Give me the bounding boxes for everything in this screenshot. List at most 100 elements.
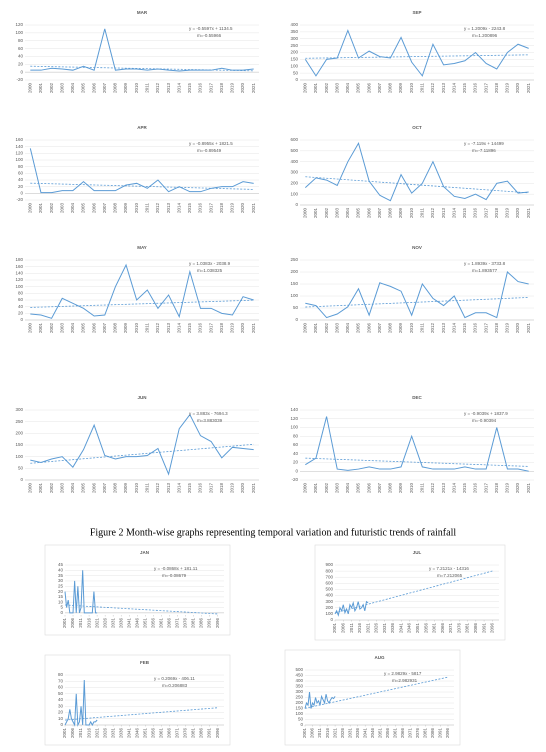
x-tick-label: 2056 bbox=[423, 623, 428, 634]
y-tick-label: 140 bbox=[15, 144, 23, 149]
trend-line bbox=[304, 676, 449, 709]
x-tick-label: 2013 bbox=[441, 208, 446, 219]
x-tick-label: 2007 bbox=[377, 208, 382, 219]
chart-title: AUG bbox=[375, 655, 385, 660]
y-tick-label: 300 bbox=[295, 689, 303, 694]
x-tick-label: 2010 bbox=[409, 323, 414, 334]
y-tick-label: 450 bbox=[295, 673, 303, 678]
trend-slope: m=-0.89549 bbox=[197, 148, 222, 153]
y-tick-label: 40 bbox=[293, 451, 299, 456]
x-tick-label: 2019 bbox=[505, 208, 510, 219]
y-tick-label: 0 bbox=[295, 77, 298, 82]
trend-equation: y = 1.8939x - 3733.8 bbox=[464, 261, 506, 266]
trend-equation: y = 3.883x - 7694.3 bbox=[189, 411, 228, 416]
y-tick-label: -20 bbox=[16, 197, 23, 202]
x-tick-label: 2001 bbox=[313, 83, 318, 94]
x-tick-label: 2008 bbox=[388, 483, 393, 494]
x-tick-label: 2096 bbox=[490, 623, 495, 634]
x-tick-label: 2046 bbox=[134, 618, 139, 629]
trend-slope: m=-0.90394 bbox=[472, 418, 497, 423]
chart-title: SEP bbox=[412, 10, 421, 15]
x-tick-label: 2003 bbox=[334, 208, 339, 219]
x-tick-label: 2004 bbox=[345, 323, 350, 334]
chart-title: OCT bbox=[412, 125, 422, 130]
y-tick-label: 800 bbox=[325, 568, 333, 573]
x-tick-label: 2002 bbox=[324, 83, 329, 94]
x-tick-label: 2011 bbox=[420, 323, 425, 333]
x-tick-label: 2015 bbox=[187, 83, 192, 94]
chart-title: MAY bbox=[137, 245, 147, 250]
x-tick-label: 2016 bbox=[325, 728, 330, 739]
x-tick-label: 2020 bbox=[240, 203, 245, 214]
x-tick-label: 2001 bbox=[62, 618, 67, 629]
x-tick-label: 2003 bbox=[59, 323, 64, 334]
x-tick-label: 2016 bbox=[473, 208, 478, 219]
y-tick-label: 80 bbox=[18, 164, 24, 169]
trend-line bbox=[305, 176, 529, 194]
trend-line bbox=[305, 297, 529, 308]
x-tick-label: 2012 bbox=[155, 203, 160, 214]
x-tick-label: 2011 bbox=[78, 728, 83, 738]
x-tick-label: 2009 bbox=[123, 83, 128, 94]
y-tick-label: 40 bbox=[18, 54, 24, 59]
trend-slope: m=-7.11896 bbox=[472, 148, 496, 153]
trend-equation: y = 7.2121x - 14316 bbox=[429, 566, 469, 571]
trend-equation: y = -0.5597x + 1134.5 bbox=[189, 26, 233, 31]
trend-line bbox=[64, 707, 218, 721]
x-tick-label: 2026 bbox=[102, 728, 107, 739]
x-tick-label: 2066 bbox=[440, 623, 445, 634]
x-tick-label: 2020 bbox=[515, 208, 520, 219]
x-tick-label: 2041 bbox=[398, 623, 403, 634]
x-tick-label: 2007 bbox=[377, 483, 382, 494]
x-tick-label: 2016 bbox=[198, 83, 203, 94]
y-tick-label: 50 bbox=[298, 717, 304, 722]
x-tick-label: 2017 bbox=[208, 83, 213, 94]
y-tick-label: 0 bbox=[60, 610, 63, 615]
x-tick-label: 2000 bbox=[28, 203, 33, 214]
trend-equation: y = -0.9039x + 1837.9 bbox=[464, 411, 508, 416]
x-tick-label: 2066 bbox=[400, 728, 405, 739]
trend-slope: m=-0.55966 bbox=[197, 33, 222, 38]
x-tick-label: 2001 bbox=[313, 483, 318, 494]
x-tick-label: 2061 bbox=[159, 618, 164, 629]
x-tick-label: 2011 bbox=[145, 83, 150, 93]
x-tick-label: 2014 bbox=[176, 483, 181, 494]
trend-slope: m=2.982931 bbox=[392, 678, 418, 683]
x-tick-label: 2009 bbox=[398, 323, 403, 334]
x-tick-label: 2016 bbox=[198, 203, 203, 214]
y-tick-label: 0 bbox=[20, 191, 23, 196]
x-tick-label: 2036 bbox=[118, 728, 123, 739]
x-tick-label: 2076 bbox=[183, 728, 188, 739]
x-tick-label: 2015 bbox=[187, 483, 192, 494]
chart-title: NOV bbox=[412, 245, 422, 250]
x-tick-label: 2016 bbox=[198, 323, 203, 334]
x-tick-label: 2017 bbox=[483, 483, 488, 494]
x-tick-label: 2016 bbox=[86, 728, 91, 739]
x-tick-label: 2011 bbox=[145, 483, 150, 493]
x-tick-label: 2006 bbox=[91, 203, 96, 214]
x-tick-label: 2071 bbox=[175, 728, 180, 739]
x-tick-label: 2003 bbox=[59, 483, 64, 494]
x-tick-label: 2013 bbox=[441, 83, 446, 94]
x-tick-label: 2004 bbox=[70, 83, 75, 94]
x-tick-label: 2005 bbox=[81, 323, 86, 334]
x-tick-label: 2003 bbox=[59, 83, 64, 94]
x-tick-label: 2010 bbox=[409, 208, 414, 219]
y-tick-label: 80 bbox=[18, 38, 24, 43]
x-tick-label: 2086 bbox=[473, 623, 478, 634]
chart-panel: DEC -20 0 20 40 60 80 100 120 140 2000 2001 2002 2003… bbox=[290, 395, 534, 493]
trend-equation: y = 0.2069x - 406.11 bbox=[154, 676, 195, 681]
y-tick-label: 150 bbox=[295, 706, 303, 711]
trend-equation: y = 2.9829x - 5817 bbox=[384, 671, 422, 676]
x-tick-label: 2021 bbox=[251, 83, 256, 94]
x-tick-label: 2008 bbox=[113, 83, 118, 94]
trend-line bbox=[64, 604, 218, 615]
y-tick-label: 0 bbox=[295, 468, 298, 473]
y-tick-label: 20 bbox=[58, 589, 64, 594]
x-tick-label: 2012 bbox=[155, 323, 160, 334]
y-tick-label: 120 bbox=[15, 277, 23, 282]
x-tick-label: 2086 bbox=[430, 728, 435, 739]
y-tick-label: 40 bbox=[18, 177, 24, 182]
x-tick-label: 2009 bbox=[123, 483, 128, 494]
